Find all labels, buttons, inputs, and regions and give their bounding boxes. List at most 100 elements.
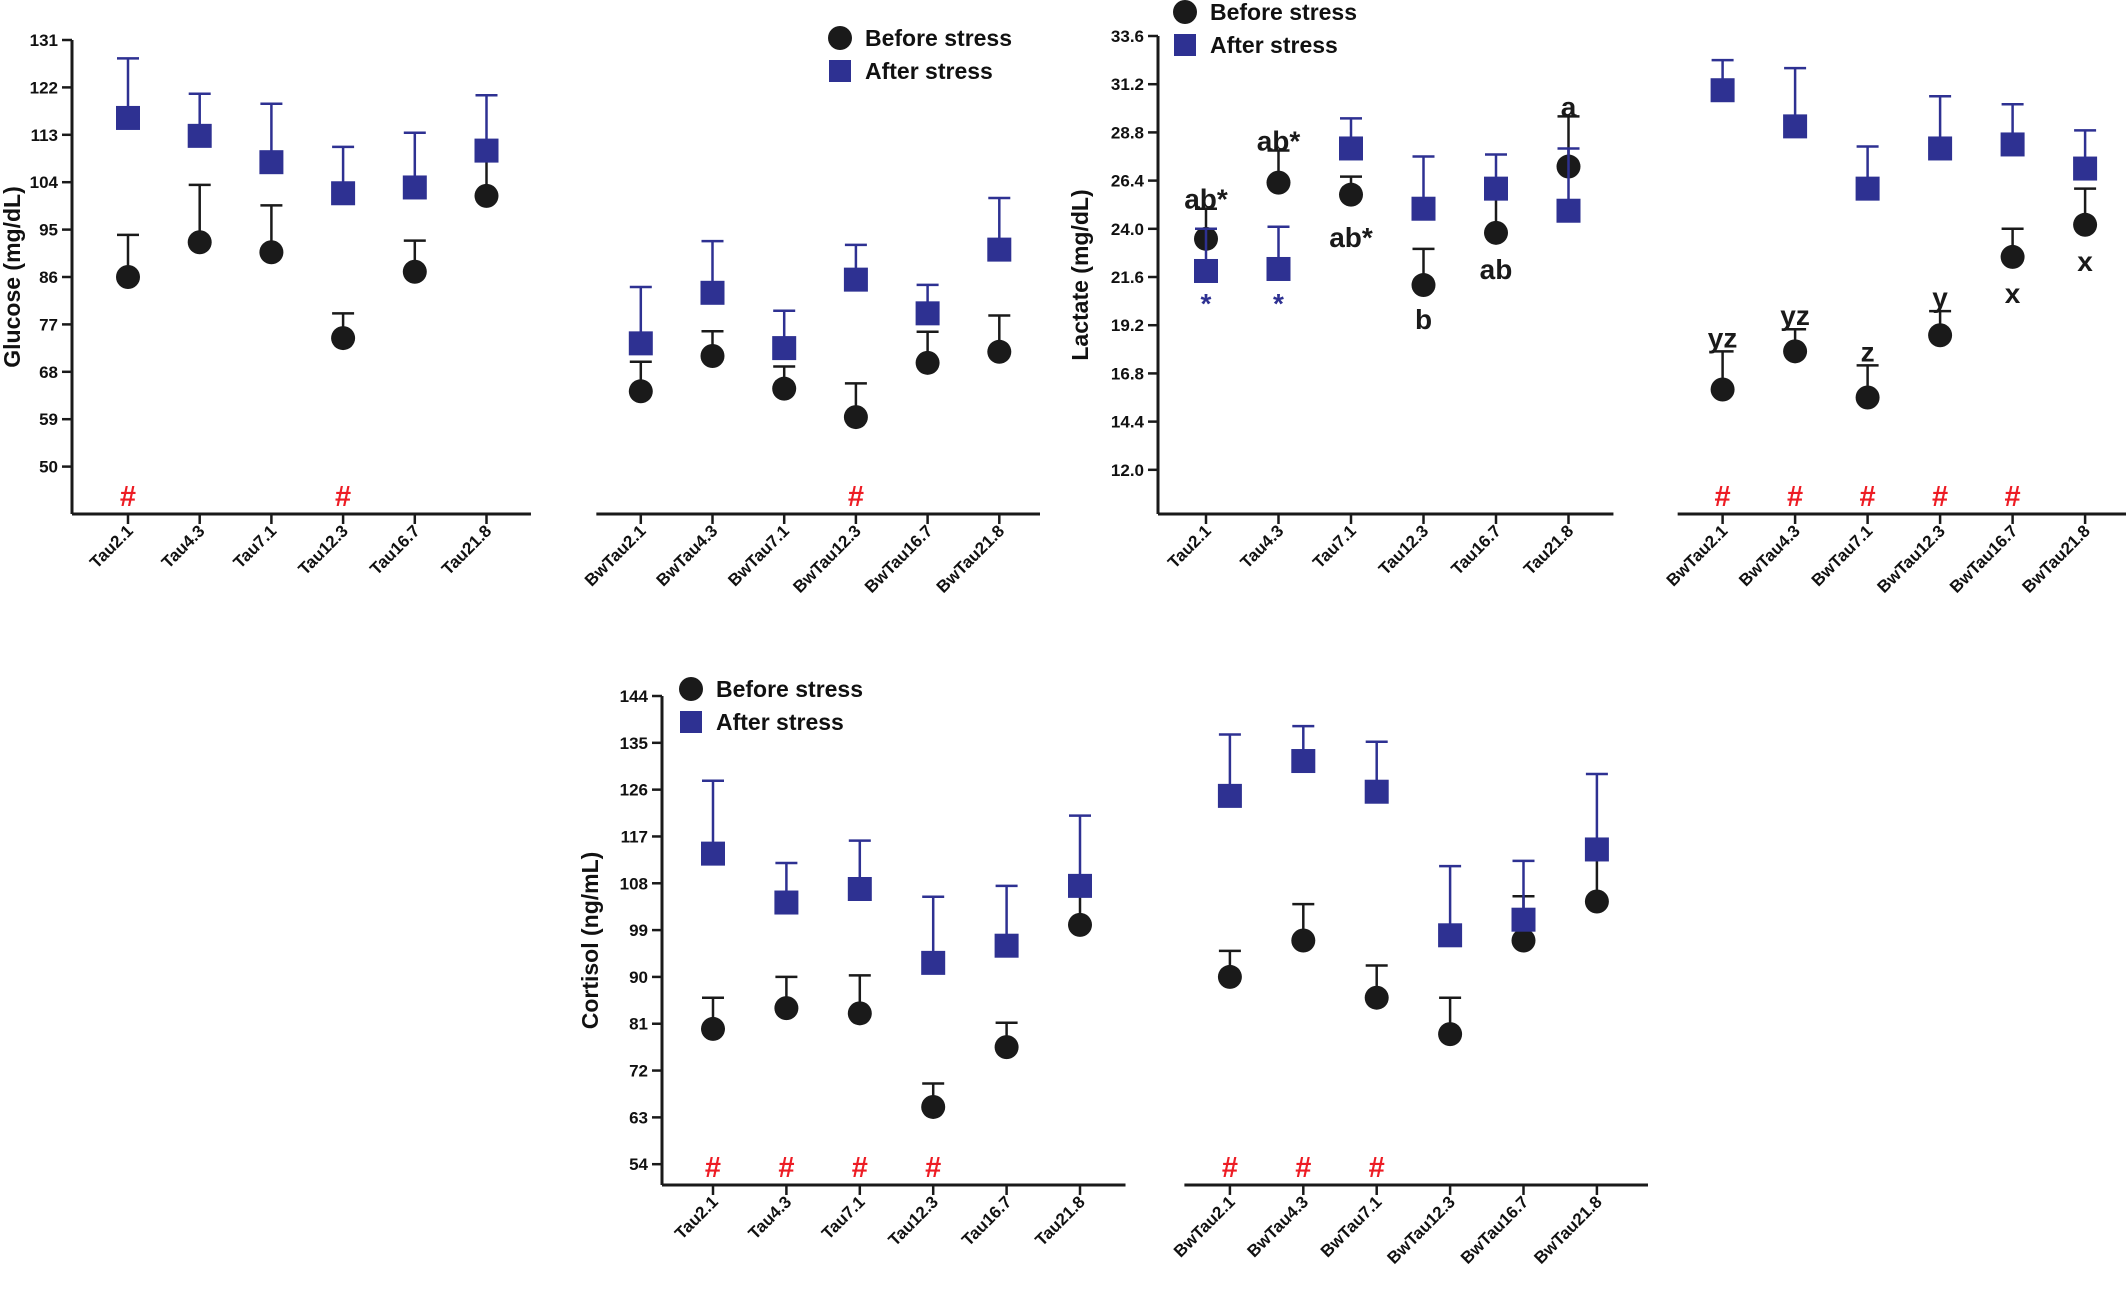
lactate-y-tick-label: 19.2 bbox=[1111, 316, 1144, 335]
cortisol-before-point-bwtau12-3 bbox=[1438, 1022, 1463, 1047]
lactate-annotation-tau16-7: ab bbox=[1480, 254, 1513, 285]
lactate-annotation-bwtau7-1: z bbox=[1861, 336, 1875, 367]
lactate-before-point-tau16-7 bbox=[1484, 220, 1508, 245]
glucose-after-point-bwtau12-3 bbox=[843, 267, 868, 292]
glucose-after-point-tau7-1 bbox=[259, 150, 284, 175]
glucose-x-tick-label-bwtau21-8: BwTau21.8 bbox=[933, 521, 1008, 596]
cortisol-hash-mark-tau4-3: # bbox=[778, 1152, 794, 1184]
cortisol-hash-mark-tau7-1: # bbox=[852, 1152, 868, 1184]
lactate-legend-label-after-stress: After stress bbox=[1210, 32, 1338, 58]
lactate-before-point-bwtau7-1 bbox=[1855, 385, 1880, 410]
lactate-x-tick-label-tau2-1: Tau2.1 bbox=[1164, 521, 1215, 572]
lactate-annotation-bwtau4-3: yz bbox=[1780, 300, 1810, 331]
cortisol-x-tick-label-tau21-8: Tau21.8 bbox=[1032, 1192, 1089, 1249]
lactate-y-axis-label: Lactate (mg/dL) bbox=[1067, 189, 1093, 360]
cortisol-hash-mark-tau2-1: # bbox=[705, 1152, 721, 1184]
glucose-y-tick-label: 122 bbox=[30, 78, 58, 97]
lactate-y-tick-label: 12.0 bbox=[1111, 461, 1144, 480]
glucose-before-point-bwtau21-8 bbox=[987, 339, 1012, 364]
lactate-annotation-bwtau21-8: x bbox=[2077, 246, 2093, 277]
lactate-hash-mark-bwtau4-3: # bbox=[1787, 481, 1803, 513]
glucose-x-tick-label-bwtau16-7: BwTau16.7 bbox=[861, 521, 936, 596]
cortisol-y-axis-label: Cortisol (ng/mL) bbox=[577, 852, 603, 1030]
glucose-before-point-bwtau4-3 bbox=[700, 344, 725, 368]
lactate-x-tick-label-bwtau16-7: BwTau16.7 bbox=[1946, 521, 2021, 596]
lactate-y-tick-label: 28.8 bbox=[1111, 123, 1144, 142]
glucose-x-tick-label-bwtau7-1: BwTau7.1 bbox=[724, 521, 793, 590]
lactate-y-tick-label: 14.4 bbox=[1111, 413, 1145, 432]
lactate-annotation-tau21-8: a bbox=[1561, 91, 1577, 122]
cortisol-x-tick-label-bwtau12-3: BwTau12.3 bbox=[1384, 1192, 1459, 1267]
glucose-x-tick-label-bwtau4-3: BwTau4.3 bbox=[653, 521, 722, 590]
cortisol-legend-before-marker bbox=[679, 677, 703, 701]
cortisol-after-point-bwtau16-7 bbox=[1511, 907, 1536, 932]
cortisol-y-tick-label: 54 bbox=[629, 1155, 648, 1174]
glucose-x-tick-label-tau4-3: Tau4.3 bbox=[158, 521, 209, 572]
lactate-after-point-tau4-3 bbox=[1266, 256, 1291, 281]
glucose-after-point-bwtau2-1 bbox=[628, 331, 653, 356]
glucose-x-tick-label-bwtau2-1: BwTau2.1 bbox=[581, 521, 650, 590]
lactate-annotation-tau2-1: ab* bbox=[1184, 184, 1228, 215]
lactate-hash-mark-bwtau2-1: # bbox=[1715, 481, 1731, 513]
glucose-y-tick-label: 86 bbox=[39, 268, 58, 287]
lactate-legend-before-marker bbox=[1173, 0, 1197, 24]
lactate-annotation-bwtau16-7: x bbox=[2005, 278, 2021, 309]
glucose-y-tick-label: 113 bbox=[31, 126, 58, 145]
lactate-legend-label-before-stress: Before stress bbox=[1210, 0, 1357, 25]
lactate-annotation-tau12-3: b bbox=[1415, 304, 1432, 335]
lactate-legend-after-marker bbox=[1174, 34, 1196, 56]
lactate-x-tick-label-tau4-3: Tau4.3 bbox=[1237, 521, 1288, 572]
glucose-x-tick-label-tau16-7: Tau16.7 bbox=[366, 521, 423, 578]
glucose-y-tick-label: 95 bbox=[39, 221, 58, 240]
lactate-x-tick-label-bwtau4-3: BwTau4.3 bbox=[1735, 521, 1804, 590]
cortisol-before-point-tau16-7 bbox=[994, 1035, 1019, 1060]
glucose-x-tick-label-tau2-1: Tau2.1 bbox=[86, 521, 137, 572]
lactate-after-point-bwtau12-3 bbox=[1928, 136, 1953, 161]
cortisol-y-tick-label: 108 bbox=[620, 874, 648, 893]
cortisol-before-point-tau7-1 bbox=[847, 1001, 872, 1026]
glucose-after-point-tau4-3 bbox=[187, 123, 212, 148]
glucose-before-point-bwtau2-1 bbox=[628, 379, 653, 404]
lactate-y-tick-label: 26.4 bbox=[1111, 172, 1145, 191]
lactate-after-point-tau7-1 bbox=[1339, 136, 1363, 161]
glucose-chart: 50 59 68 77 86 95 104 113 122 131 Glucose (mg/dL) T… bbox=[0, 25, 1040, 597]
cortisol-after-point-bwtau7-1 bbox=[1364, 779, 1389, 804]
cortisol-before-point-bwtau2-1 bbox=[1217, 964, 1242, 989]
cortisol-after-point-bwtau12-3 bbox=[1438, 923, 1463, 948]
lactate-y-tick-label: 16.8 bbox=[1111, 364, 1144, 383]
glucose-after-point-tau12-3 bbox=[331, 181, 356, 206]
lactate-before-point-bwtau2-1 bbox=[1710, 377, 1735, 402]
lactate-annotation-bwtau2-1: yz bbox=[1708, 322, 1738, 353]
glucose-legend-label-before-stress: Before stress bbox=[865, 25, 1012, 51]
cortisol-y-tick-label: 72 bbox=[629, 1062, 648, 1081]
glucose-before-point-bwtau7-1 bbox=[772, 376, 797, 401]
cortisol-after-point-bwtau4-3 bbox=[1291, 749, 1316, 774]
lactate-after-point-bwtau16-7 bbox=[2000, 132, 2025, 157]
lactate-before-point-bwtau4-3 bbox=[1783, 339, 1808, 364]
glucose-hash-mark-tau2-1: # bbox=[120, 481, 136, 513]
cortisol-x-tick-label-tau12-3: Tau12.3 bbox=[885, 1192, 942, 1249]
glucose-after-point-tau2-1 bbox=[116, 105, 140, 130]
glucose-after-point-bwtau21-8 bbox=[987, 237, 1012, 262]
cortisol-after-point-tau16-7 bbox=[994, 933, 1019, 958]
glucose-x-tick-label-tau12-3: Tau12.3 bbox=[295, 521, 352, 578]
cortisol-x-tick-label-bwtau7-1: BwTau7.1 bbox=[1317, 1192, 1386, 1261]
cortisol-y-tick-label: 63 bbox=[629, 1108, 648, 1127]
cortisol-chart: 54 63 72 81 90 99 108 117 126 135 144 Cortisol (ng/… bbox=[577, 676, 1648, 1268]
lactate-hash-mark-bwtau12-3: # bbox=[1932, 481, 1948, 513]
cortisol-before-point-bwtau21-8 bbox=[1584, 889, 1609, 914]
cortisol-before-point-tau2-1 bbox=[701, 1016, 725, 1041]
cortisol-hash-mark-bwtau2-1: # bbox=[1222, 1152, 1238, 1184]
lactate-after-point-bwtau7-1 bbox=[1855, 176, 1880, 201]
glucose-legend-before-marker bbox=[828, 26, 852, 50]
lactate-before-point-bwtau12-3 bbox=[1928, 323, 1953, 348]
cortisol-hash-mark-bwtau4-3: # bbox=[1295, 1152, 1311, 1184]
cortisol-before-point-bwtau4-3 bbox=[1291, 928, 1316, 953]
lactate-annotation-bwtau12-3: y bbox=[1932, 282, 1948, 313]
lactate-after-point-tau12-3 bbox=[1411, 196, 1436, 221]
lactate-x-tick-label-tau7-1: Tau7.1 bbox=[1309, 521, 1360, 572]
cortisol-y-tick-label: 117 bbox=[621, 827, 648, 846]
lactate-x-tick-label-tau12-3: Tau12.3 bbox=[1375, 521, 1432, 578]
cortisol-before-point-bwtau7-1 bbox=[1364, 985, 1389, 1010]
glucose-y-tick-label: 59 bbox=[39, 410, 58, 429]
